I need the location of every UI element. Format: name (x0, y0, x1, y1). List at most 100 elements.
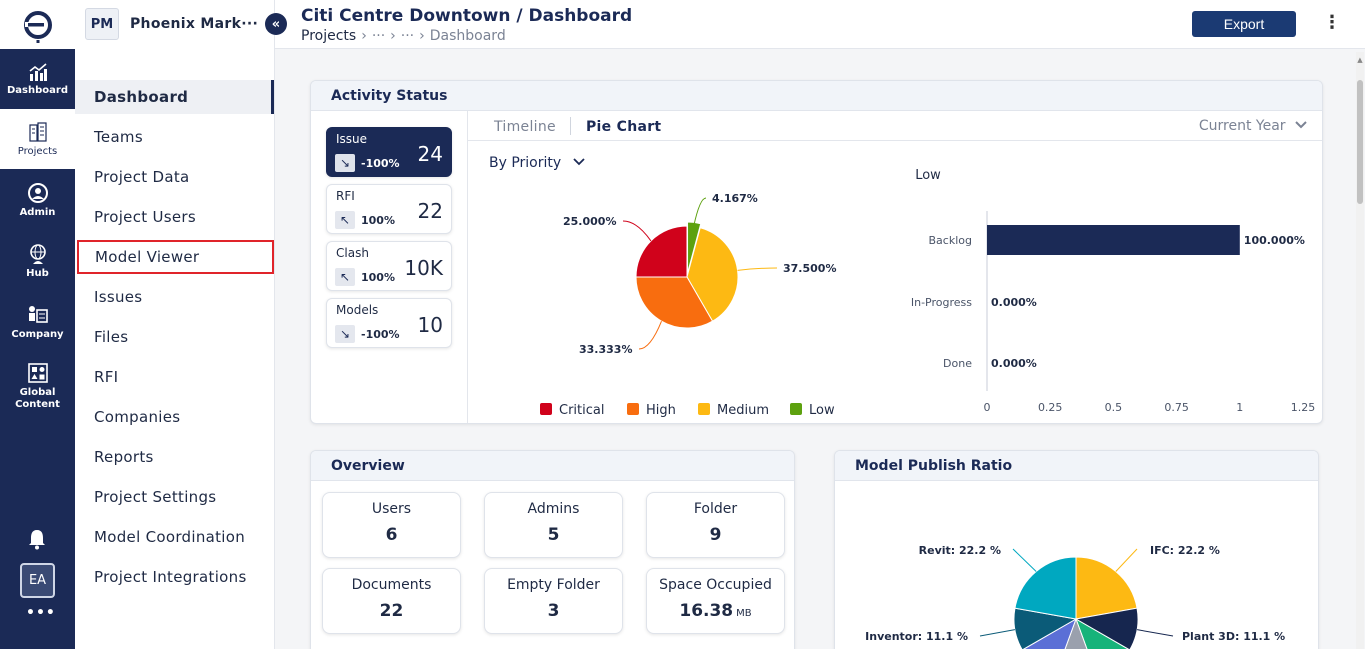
page-scrollbar[interactable]: ▲ (1356, 52, 1364, 649)
bar-category-label: Done (943, 357, 972, 370)
nav-item-project-users[interactable]: Project Users (94, 208, 196, 226)
nav-item-dashboard[interactable]: Dashboard (75, 80, 274, 114)
bar-value-label: 0.000% (991, 296, 1037, 309)
project-badge: PM (85, 8, 119, 40)
rail-item-projects[interactable]: Projects (0, 109, 75, 169)
x-tick-label: 0.75 (1164, 401, 1189, 414)
stat-card-clash[interactable]: Clash ↖ 100% 10K (326, 241, 452, 291)
nav-item-issues[interactable]: Issues (94, 288, 143, 306)
breadcrumb-ellipsis[interactable]: ··· (371, 28, 386, 44)
project-nav: PM Phoenix Mark··· Dashboard Teams Proje… (75, 0, 275, 649)
legend-swatch-medium (698, 403, 710, 415)
bar-category-label: In-Progress (911, 296, 972, 309)
overview-value: 22 (379, 601, 404, 621)
nav-item-files[interactable]: Files (94, 328, 129, 346)
x-tick-label: 0.25 (1038, 401, 1063, 414)
stat-label: RFI (336, 189, 355, 203)
rail-item-global-content[interactable]: Global Content (0, 353, 75, 419)
priority-pie-chart: 25.000% 33.333% 37.500% 4.167% Critical High M… (540, 192, 836, 418)
legend-label-high: High (646, 403, 676, 418)
chart-up-icon (29, 62, 47, 81)
callout-line (638, 320, 662, 350)
breadcrumb: Projects › ··· › ··· › Dashboard (301, 28, 506, 44)
x-tick-label: 0 (984, 401, 991, 414)
stat-label: Clash (336, 246, 369, 260)
space-value: 16.38 (679, 601, 734, 621)
overview-title: Overview (311, 451, 794, 481)
nav-item-rfi[interactable]: RFI (94, 368, 119, 386)
pie-slice-critical (635, 225, 688, 278)
rail-item-admin[interactable]: Admin (0, 170, 75, 230)
overview-label: Folder (693, 501, 738, 517)
breadcrumb-projects[interactable]: Projects (301, 28, 357, 44)
export-button[interactable]: Export (1192, 11, 1296, 37)
rail-more-button[interactable]: ••• (26, 605, 56, 621)
rail-item-company[interactable]: Company (0, 292, 75, 352)
priority-select[interactable]: By Priority (489, 155, 586, 171)
bar-value-label: 0.000% (991, 357, 1037, 370)
breadcrumb-separator: › (419, 28, 425, 44)
app-logo[interactable] (0, 0, 75, 49)
nav-item-project-data[interactable]: Project Data (94, 168, 190, 186)
rail-item-label: Dashboard (7, 84, 68, 96)
nav-item-reports[interactable]: Reports (94, 448, 154, 466)
legend-label-critical: Critical (559, 403, 604, 418)
overview-users[interactable]: Users 6 (322, 492, 461, 558)
overview-label: Space Occupied (659, 577, 772, 593)
more-options-icon[interactable]: ⋮ (1323, 12, 1341, 33)
tab-pie-chart[interactable]: Pie Chart (586, 119, 662, 135)
model-publish-ratio-card: Model Publish Ratio IFC: 22.2 % Plant 3D:… (834, 450, 1319, 649)
notifications-button[interactable] (27, 528, 47, 554)
overview-empty-folder[interactable]: Empty Folder 3 (484, 568, 623, 634)
stat-card-issue[interactable]: Issue ↘ -100% 24 (326, 127, 452, 177)
breadcrumb-ellipsis[interactable]: ··· (400, 28, 415, 44)
overview-documents[interactable]: Documents 22 (322, 568, 461, 634)
pie-value-label: 25.000% (563, 215, 616, 228)
overview-card: Overview Users 6 Admins 5 Folder 9 Docum… (310, 450, 795, 649)
logo-e-icon (23, 10, 52, 43)
overview-label: Documents (351, 577, 432, 593)
callout-line (1136, 629, 1174, 637)
callout-line (1012, 548, 1037, 572)
year-select[interactable]: Current Year (1199, 118, 1308, 134)
overview-folder[interactable]: Folder 9 (646, 492, 785, 558)
breadcrumb-current: Dashboard (429, 28, 506, 44)
chevron-down-icon (572, 158, 585, 166)
nav-item-teams[interactable]: Teams (94, 128, 143, 146)
x-tick-label: 1 (1236, 401, 1243, 414)
scroll-up-icon[interactable]: ▲ (1357, 56, 1363, 64)
breadcrumb-separator: › (361, 28, 367, 44)
overview-value: 6 (385, 525, 398, 545)
nav-item-companies[interactable]: Companies (94, 408, 181, 426)
activity-status-card: Activity Status Issue ↘ -100% 24 RFI ↖ 1… (310, 80, 1323, 424)
pie-slice-medium (686, 227, 739, 322)
nav-item-model-viewer[interactable]: Model Viewer (77, 240, 274, 274)
tab-timeline[interactable]: Timeline (494, 119, 556, 135)
user-avatar[interactable]: EA (20, 563, 55, 598)
nav-item-model-coordination[interactable]: Model Coordination (94, 528, 246, 546)
scroll-thumb[interactable] (1357, 80, 1363, 204)
legend-label-medium: Medium (717, 403, 769, 418)
stat-card-rfi[interactable]: RFI ↖ 100% 22 (326, 184, 452, 234)
overview-label: Empty Folder (507, 577, 600, 593)
project-selector[interactable]: PM Phoenix Mark··· (85, 8, 258, 40)
bar-category-label: Backlog (929, 234, 972, 247)
rail-item-dashboard[interactable]: Dashboard (0, 49, 75, 109)
rail-item-hub[interactable]: Hub (0, 231, 75, 291)
bell-icon (29, 530, 45, 550)
pie-slice-other (1022, 617, 1077, 649)
overview-space-occupied[interactable]: Space Occupied 16.38 MB (646, 568, 785, 634)
double-chevron-left-icon: « (271, 16, 281, 32)
collapse-nav-button[interactable]: « (265, 13, 287, 35)
pie-slice-other (1075, 617, 1130, 649)
pie-slice-other (1064, 617, 1088, 649)
pie-slice-plant-3d (1074, 607, 1139, 649)
space-unit: MB (736, 608, 752, 619)
overview-label: Users (371, 501, 412, 517)
pie-value-label: IFC: 22.2 % (1150, 544, 1220, 557)
stat-card-models[interactable]: Models ↘ -100% 10 (326, 298, 452, 348)
overview-admins[interactable]: Admins 5 (484, 492, 623, 558)
nav-item-project-settings[interactable]: Project Settings (94, 488, 217, 506)
nav-item-project-integrations[interactable]: Project Integrations (94, 568, 247, 586)
overview-value: 3 (547, 601, 560, 621)
